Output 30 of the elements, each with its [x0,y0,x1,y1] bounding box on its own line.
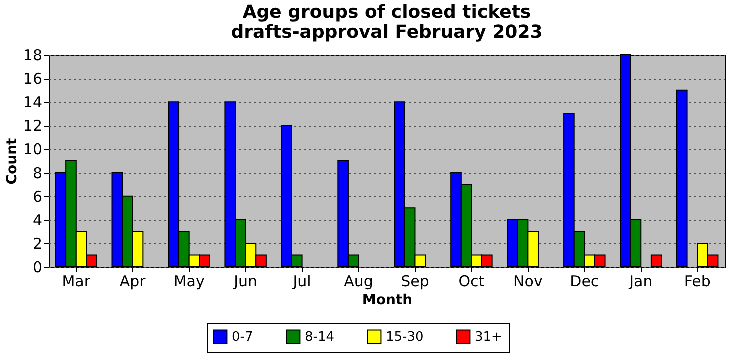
x-tick-label: Oct [458,272,485,290]
y-tick-label: 12 [23,117,42,136]
y-tick-label: 18 [23,46,42,64]
y-tick-label: 4 [32,211,42,230]
y-tick-label: 16 [23,70,42,88]
chart-subtitle: drafts-approval February 2023 [231,22,543,43]
x-tick-label: Feb [684,272,711,290]
x-tick-label: May [174,272,205,290]
y-tick-label: 2 [32,234,42,253]
x-tick-label: Jul [292,272,312,290]
x-tick-label: Jan [628,272,653,290]
x-tick-label: Nov [514,272,543,290]
x-tick-label: Dec [570,272,600,290]
y-tick-label: 6 [32,188,42,206]
y-tick-label: 14 [23,94,42,112]
legend-label: 8-14 [305,330,335,345]
y-tick-label: 8 [32,164,42,182]
legend-label: 31+ [475,330,502,345]
x-tick-label: Apr [120,272,147,290]
legend-label: 0-7 [232,330,254,345]
y-tick-label: 10 [23,140,42,159]
y-tick-label: 0 [32,258,42,276]
x-axis-title: Month [362,292,413,308]
x-tick-label: Jun [233,272,258,290]
y-axis-title: Count [4,138,20,185]
legend-label: 15-30 [386,330,424,345]
chart-title: Age groups of closed tickets [242,2,532,23]
x-tick-label: Aug [344,272,374,290]
x-tick-label: Sep [401,272,430,290]
x-tick-label: Mar [62,272,92,290]
